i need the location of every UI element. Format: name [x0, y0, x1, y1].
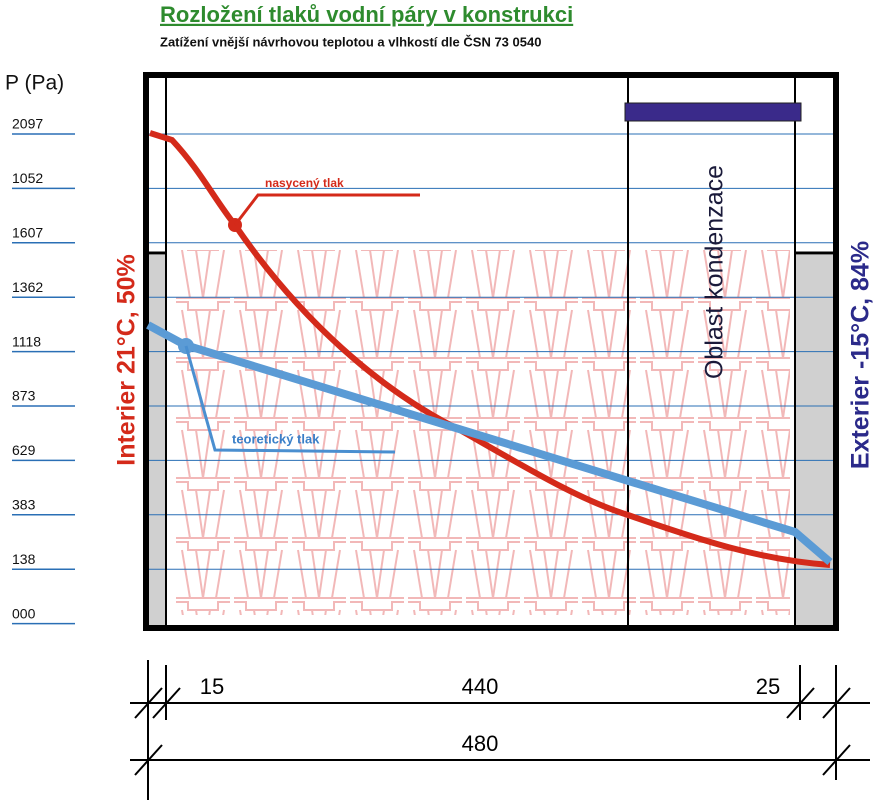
tick-label: 2097	[12, 116, 43, 132]
tick-label: 138	[12, 551, 36, 567]
subtitle: Zatížení vnější návrhovou teplotou a vlh…	[160, 34, 541, 49]
inner-plaster	[149, 255, 166, 625]
tick-label: 873	[12, 388, 36, 404]
zone-label: Oblast kondenzace	[701, 165, 729, 379]
tick-label: 629	[12, 442, 36, 458]
tick-label: 000	[12, 605, 36, 621]
dim-right: 25	[756, 674, 780, 699]
grid	[149, 133, 833, 570]
tick-label: 1362	[12, 279, 43, 295]
theoretical-line	[146, 321, 833, 566]
interior-label: Interier 21°C, 50%	[113, 254, 141, 466]
dim-left: 15	[200, 674, 224, 699]
leader	[233, 193, 420, 226]
leader	[184, 345, 396, 454]
dimension-lines	[130, 660, 870, 800]
exterior-label: Exterier -15°C, 84%	[847, 241, 875, 469]
dim-total: 480	[462, 731, 499, 756]
dim-middle: 440	[462, 674, 499, 699]
title: Rozložení tlaků vodní páry v konstrukci	[160, 2, 573, 27]
axis-ticks: 2097 1052 1607 1362 1118 873 629 383 138 000	[12, 116, 75, 625]
tick-label: 1118	[12, 333, 41, 349]
frame	[143, 72, 839, 631]
theoretical-label: teoretický tlak	[232, 431, 320, 446]
tick-label: 1052	[12, 170, 43, 186]
tick-label: 383	[12, 497, 36, 513]
condensation-bar	[624, 102, 802, 122]
saturated-label: nasycený tlak	[265, 176, 344, 190]
tick-label: 1607	[12, 225, 43, 241]
axis-label: P (Pa)	[5, 72, 64, 95]
